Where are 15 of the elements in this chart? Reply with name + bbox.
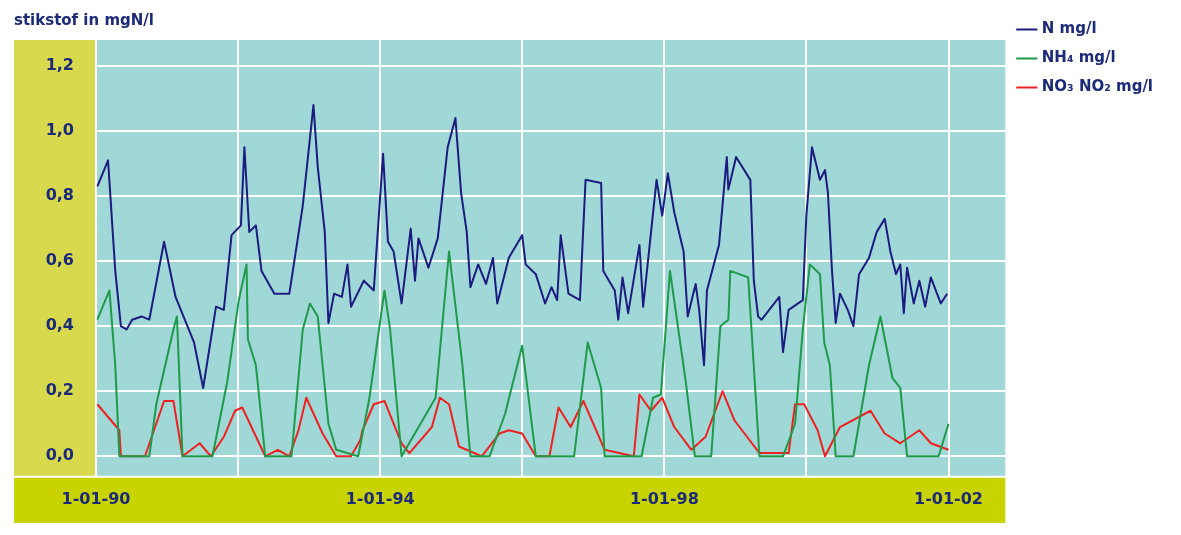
y-tick-label: 0,8 [45, 185, 74, 205]
y-axis-title: stikstof in mgN/l [14, 10, 154, 29]
x-tick-label: 1-01-90 [61, 488, 131, 508]
y-tick-label: 0,0 [45, 445, 74, 465]
x-tick-label: 1-01-94 [345, 488, 415, 508]
y-tick-label: 1,0 [45, 120, 74, 140]
x-tick-label: 1-01-02 [914, 488, 983, 508]
legend-label: N mg/l [1041, 19, 1097, 38]
y-tick-label: 0,6 [45, 250, 74, 270]
y-tick-label: 0,4 [45, 315, 74, 335]
legend-label: NH₄ mg/l [1041, 48, 1116, 67]
y-tick-label: 1,2 [45, 55, 74, 75]
y-tick-label: 0,2 [45, 380, 74, 400]
x-tick-label: 1-01-98 [629, 488, 699, 508]
legend-label: NO₃ NO₂ mg/l [1041, 77, 1154, 96]
